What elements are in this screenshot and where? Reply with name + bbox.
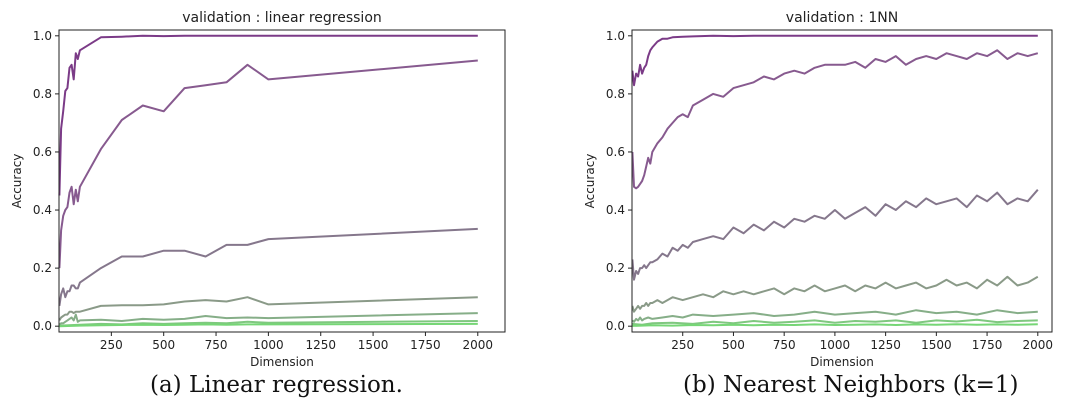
chart-linear-regression: 250 500 750 1000 1250 1500 1750 2000 0.0 0.2 0.4 0.… — [10, 10, 506, 369]
y-tick-label: 0.6 — [606, 145, 625, 159]
y-tick-label: 0.0 — [606, 319, 625, 333]
x-tick-label: 1000 — [253, 338, 284, 352]
x-tick-label: 1000 — [820, 338, 851, 352]
y-tick-label: 1.0 — [606, 29, 625, 43]
series-line-0 — [58, 34, 478, 196]
series-line-0 — [631, 34, 1038, 87]
y-tick-label: 0.0 — [33, 319, 52, 333]
series-line-4 — [631, 309, 1038, 323]
series-line-3 — [58, 296, 478, 321]
plot-frame — [631, 29, 1053, 333]
x-tick-label: 2000 — [1023, 338, 1054, 352]
y-tick-label: 0.6 — [33, 145, 52, 159]
y-tick-label: 0.2 — [33, 261, 52, 275]
x-axis-label: Dimension — [810, 355, 874, 369]
series-line-3 — [631, 275, 1039, 313]
y-tick-label: 0.4 — [606, 203, 625, 217]
chart-title: validation : 1NN — [786, 10, 898, 26]
series-group — [58, 34, 478, 328]
x-tick-label: 250 — [100, 338, 123, 352]
y-axis-label: Accuracy — [583, 154, 597, 209]
series-line-6 — [59, 322, 478, 328]
y-tick-label: 0.8 — [33, 87, 52, 101]
chart-title: validation : linear regression — [182, 10, 382, 26]
y-tick-label: 0.8 — [606, 87, 625, 101]
x-tick-label: 1250 — [870, 338, 901, 352]
x-tick-label: 250 — [671, 338, 694, 352]
caption-nearest-neighbors: (b) Nearest Neighbors (k=1) — [683, 372, 1019, 398]
caption-linear-regression: (a) Linear regression. — [150, 372, 403, 398]
y-tick-label: 1.0 — [33, 29, 52, 43]
x-tick-label: 1250 — [305, 338, 336, 352]
series-line-5 — [632, 318, 1038, 326]
x-tick-label: 1750 — [972, 338, 1003, 352]
y-tick-label: 0.4 — [33, 203, 52, 217]
x-tick-label: 1750 — [410, 338, 441, 352]
series-line-1 — [58, 59, 478, 269]
series-line-1 — [631, 49, 1039, 190]
chart-1nn: 250 500 750 1000 1250 1500 1750 2000 0.0 0.2 0.4 0.… — [583, 10, 1053, 369]
x-tick-label: 2000 — [463, 338, 494, 352]
x-axis-label: Dimension — [250, 355, 314, 369]
series-line-6 — [632, 323, 1038, 327]
y-axis-label: Accuracy — [10, 154, 24, 209]
series-line-2 — [58, 227, 478, 307]
x-tick-label: 500 — [152, 338, 175, 352]
series-group — [631, 34, 1039, 327]
plot-frame — [58, 29, 506, 333]
series-line-2 — [631, 189, 1039, 281]
x-tick-label: 750 — [205, 338, 228, 352]
x-tick-label: 750 — [773, 338, 796, 352]
series-line-4 — [58, 312, 478, 326]
y-tick-label: 0.2 — [606, 261, 625, 275]
x-tick-label: 1500 — [358, 338, 389, 352]
series-line-5 — [59, 320, 478, 327]
x-tick-label: 1500 — [921, 338, 952, 352]
x-tick-label: 500 — [722, 338, 745, 352]
